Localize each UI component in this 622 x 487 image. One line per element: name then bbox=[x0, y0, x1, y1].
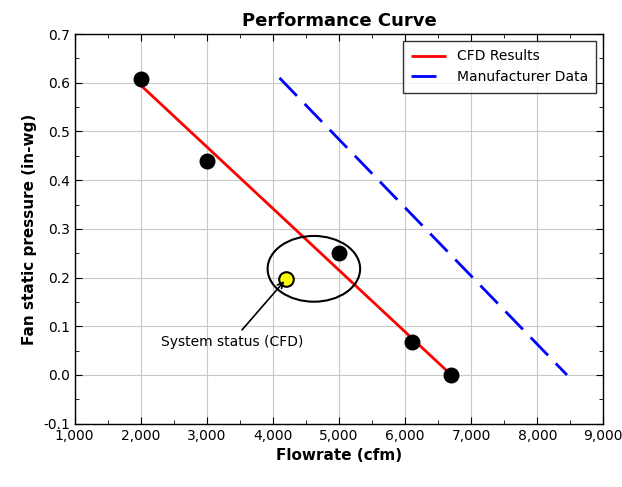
Point bbox=[202, 157, 211, 165]
Manufacturer Data bbox=[276, 75, 283, 81]
Text: System status (CFD): System status (CFD) bbox=[160, 282, 303, 349]
Point bbox=[334, 249, 344, 257]
Line: Manufacturer Data: Manufacturer Data bbox=[279, 78, 567, 375]
Y-axis label: Fan static pressure (in-wg): Fan static pressure (in-wg) bbox=[22, 113, 37, 344]
X-axis label: Flowrate (cfm): Flowrate (cfm) bbox=[276, 448, 402, 463]
Point bbox=[136, 75, 146, 83]
Legend: CFD Results, Manufacturer Data: CFD Results, Manufacturer Data bbox=[402, 41, 596, 93]
CFD Results bbox=[448, 372, 455, 378]
CFD Results bbox=[137, 82, 144, 88]
Point bbox=[407, 338, 417, 346]
Point bbox=[447, 371, 457, 379]
Manufacturer Data bbox=[564, 372, 571, 378]
Line: CFD Results: CFD Results bbox=[141, 85, 452, 375]
Point bbox=[281, 275, 291, 283]
Title: Performance Curve: Performance Curve bbox=[241, 12, 437, 30]
